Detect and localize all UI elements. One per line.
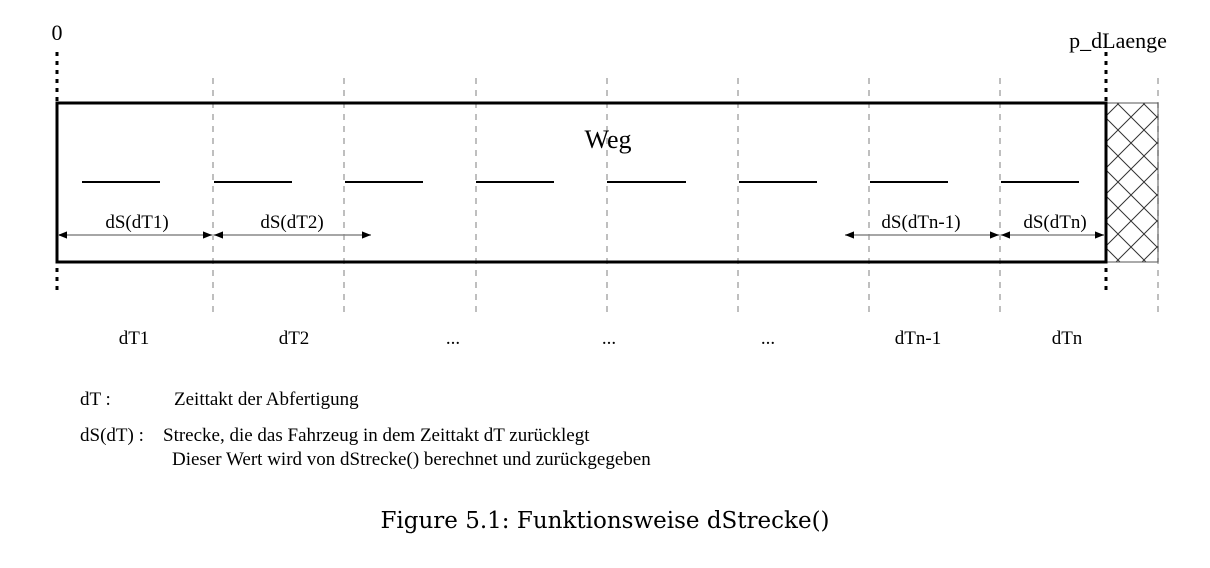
- ds-label-1: dS(dT1): [105, 212, 168, 233]
- ds-label-n: dS(dTn): [1023, 212, 1086, 233]
- legend: dT : Zeittakt der Abfertigung dS(dT) : S…: [80, 388, 800, 472]
- path-box: [55, 101, 1108, 264]
- legend-ds-definition-line2: Dieser Wert wird von dStrecke() berechne…: [172, 449, 651, 470]
- dt-label-3: ...: [446, 328, 460, 349]
- weg-label: Weg: [585, 125, 632, 154]
- legend-ds-definition-line1: Strecke, die das Fahrzeug in dem Zeittak…: [163, 425, 590, 446]
- dt-label-2: dT2: [279, 328, 310, 349]
- legend-dt-term: dT :: [80, 389, 111, 410]
- ds-label-n-1: dS(dTn-1): [881, 212, 960, 233]
- dt-label-5: ...: [761, 328, 775, 349]
- hatched-overflow-area: [1105, 102, 1159, 263]
- ds-label-2: dS(dT2): [260, 212, 323, 233]
- dt-label-1: dT1: [119, 328, 150, 349]
- legend-ds-term: dS(dT) :: [80, 425, 144, 446]
- start-label: 0: [52, 20, 63, 45]
- legend-dt-definition: Zeittakt der Abfertigung: [174, 389, 359, 410]
- dt-label-n-1: dTn-1: [895, 328, 941, 349]
- end-label: p_dLaenge: [1069, 28, 1167, 53]
- dt-label-n: dTn: [1052, 328, 1083, 349]
- diagram: 0 p_dLaenge Weg dS(dT1) dS(dT2) dS(dTn-1…: [52, 20, 1167, 349]
- figure-caption: Figure 5.1: Funktionsweise dStrecke(): [380, 508, 830, 534]
- dt-label-4: ...: [602, 328, 616, 349]
